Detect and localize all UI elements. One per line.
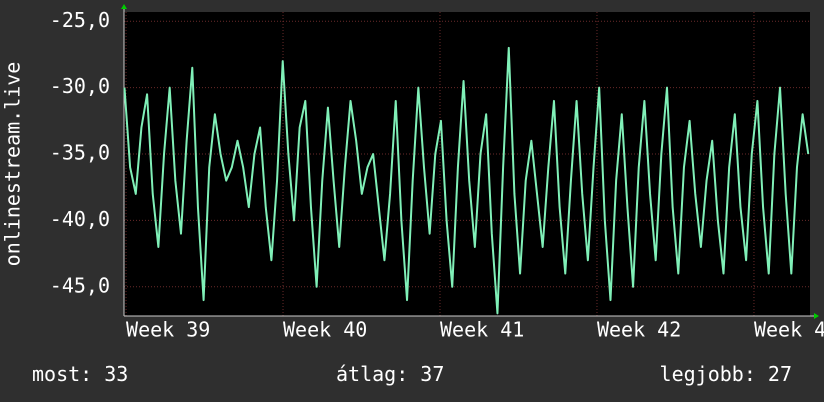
plot-area <box>124 12 810 316</box>
y-tick-label: -25,0 <box>50 8 110 32</box>
x-tick-label: Week 43 <box>754 318 824 342</box>
y-tick-label: -30,0 <box>50 74 110 98</box>
x-tick-label: Week 40 <box>283 318 367 342</box>
y-axis-arrow <box>121 4 127 9</box>
stat: most: 33 <box>32 362 128 386</box>
x-tick-label: Week 41 <box>440 318 524 342</box>
y-tick-label: -35,0 <box>50 141 110 165</box>
stat-label: legjobb: <box>660 362 756 386</box>
x-tick-label: Week 39 <box>126 318 210 342</box>
y-tick-label: -45,0 <box>50 273 110 297</box>
x-tick-label: Week 42 <box>597 318 681 342</box>
stat-value: 37 <box>420 362 444 386</box>
data-line <box>123 46 810 315</box>
x-axis-arrow <box>814 313 819 319</box>
stat-value: 27 <box>768 362 792 386</box>
y-tick-label: -40,0 <box>50 207 110 231</box>
stat-value: 33 <box>104 362 128 386</box>
stat: legjobb: 27 <box>660 362 792 386</box>
stat: átlag: 37 <box>336 362 444 386</box>
y-axis-label: onlinestream.live <box>1 62 25 267</box>
stat-label: átlag: <box>336 362 408 386</box>
stat-label: most: <box>32 362 92 386</box>
